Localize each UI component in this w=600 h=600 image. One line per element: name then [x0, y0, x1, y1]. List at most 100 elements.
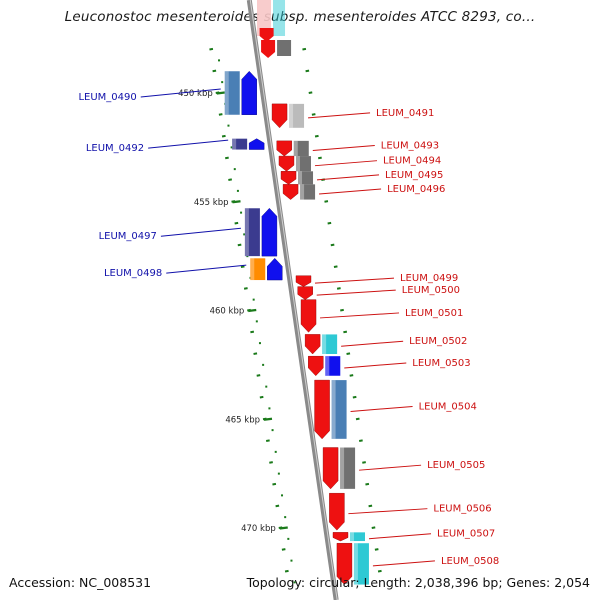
- gene-label[interactable]: LEUM_0507: [437, 529, 495, 540]
- cog-block: [244, 208, 260, 257]
- gene-leum_0492[interactable]: [232, 138, 265, 150]
- minor-tick-left: [212, 69, 217, 73]
- gene-label[interactable]: LEUM_0506: [433, 504, 491, 515]
- label-leader: [348, 508, 428, 515]
- minor-tick-left: [234, 221, 239, 225]
- gene-label[interactable]: LEUM_0508: [441, 556, 499, 567]
- gene-leum_0496[interactable]: [282, 184, 316, 200]
- gene-arrow[interactable]: [278, 155, 295, 172]
- gene-leum_0508[interactable]: [336, 543, 369, 585]
- gene-label[interactable]: LEUM_0501: [405, 308, 463, 319]
- gene-leum_0497[interactable]: [244, 207, 278, 257]
- gene-arrow[interactable]: [329, 493, 345, 531]
- cog-block: [232, 138, 248, 150]
- major-tick: [216, 91, 225, 95]
- label-leader: [308, 112, 371, 119]
- gene-arrow[interactable]: [282, 184, 299, 200]
- gene-arrow[interactable]: [314, 379, 330, 440]
- gene-label[interactable]: LEUM_0500: [402, 285, 460, 296]
- major-tick: [232, 200, 241, 204]
- minor-tick-left: [256, 374, 261, 377]
- minor-tick-left: [209, 47, 214, 51]
- gene-leum_0501[interactable]: [300, 299, 317, 333]
- gene-label[interactable]: LEUM_0496: [387, 184, 445, 195]
- minor-tick-right: [314, 134, 319, 138]
- minor-tick-right: [333, 265, 338, 268]
- gene-arrow[interactable]: [280, 171, 297, 185]
- genome-backbone: [246, 0, 339, 600]
- label-leader: [166, 264, 247, 274]
- gene-leum_0504[interactable]: [314, 379, 347, 440]
- gene-label[interactable]: LEUM_0494: [383, 156, 441, 167]
- gene-arrow[interactable]: [276, 140, 292, 157]
- gene-leum_0493[interactable]: [276, 140, 309, 157]
- gene-arrow[interactable]: [271, 103, 288, 129]
- gene-leum_0505[interactable]: [322, 447, 356, 490]
- gene-leum_0499[interactable]: [295, 275, 312, 287]
- minor-tick-right: [327, 221, 332, 225]
- gene-leum_0502[interactable]: [304, 334, 338, 355]
- gene-arrow[interactable]: [267, 258, 283, 281]
- major-tick: [263, 417, 273, 421]
- gene-label[interactable]: LEUM_0505: [427, 460, 485, 471]
- label-leader: [316, 289, 396, 296]
- gene-label[interactable]: LEUM_0495: [385, 170, 443, 181]
- cog-block: [322, 334, 338, 354]
- gene-arrow[interactable]: [241, 70, 257, 115]
- gene-label[interactable]: LEUM_0502: [409, 336, 467, 347]
- gene-label[interactable]: LEUM_0490: [78, 92, 136, 103]
- gene-leum_0498[interactable]: [250, 258, 283, 281]
- gene-label[interactable]: LEUM_0493: [381, 140, 439, 151]
- cog-block: [289, 103, 305, 128]
- label-leader: [319, 188, 382, 195]
- minor-tick-right: [324, 200, 329, 203]
- minor-tick-left: [218, 113, 223, 116]
- gene-arrow[interactable]: [322, 447, 339, 490]
- minor-tick-right: [362, 461, 366, 464]
- offscreen-gene-top: [257, 0, 292, 58]
- gene-leum_0507[interactable]: [332, 532, 366, 542]
- major-tick: [279, 526, 288, 530]
- gene-leum_0491[interactable]: [271, 103, 305, 129]
- genome-summary: Topology: circular; Length: 2,038,396 bp…: [246, 575, 590, 590]
- gene-label[interactable]: LEUM_0504: [419, 401, 477, 412]
- gene-arrow[interactable]: [300, 299, 317, 333]
- minor-tick-right: [371, 526, 376, 529]
- gene-leum_0490[interactable]: [224, 70, 257, 115]
- minor-tick-left: [269, 461, 273, 464]
- minor-tick-right: [365, 482, 370, 486]
- minor-tick-left: [275, 504, 280, 508]
- gene-label[interactable]: LEUM_0503: [412, 358, 470, 369]
- gene-arrow[interactable]: [248, 138, 265, 150]
- minor-tick-right: [368, 504, 373, 508]
- gene-label[interactable]: LEUM_0492: [86, 143, 144, 154]
- gene-label[interactable]: LEUM_0491: [376, 108, 434, 119]
- gene-label[interactable]: LEUM_0499: [400, 273, 458, 284]
- gene-arrow[interactable]: [297, 286, 313, 300]
- minor-tick-right: [346, 352, 351, 355]
- backbone-line: [246, 0, 339, 600]
- gene-label[interactable]: LEUM_0497: [99, 231, 157, 242]
- gene-leum_0495[interactable]: [280, 171, 314, 185]
- gene-arrow[interactable]: [336, 543, 353, 585]
- tick-label: 455 kbp: [194, 198, 229, 208]
- major-tick: [248, 308, 257, 313]
- gene-leum_0503[interactable]: [308, 355, 341, 377]
- minor-tick-right: [308, 91, 313, 94]
- gene-leum_0506[interactable]: [329, 493, 345, 531]
- minor-tick-left: [240, 265, 245, 268]
- cog-block: [250, 258, 266, 281]
- minor-tick-right: [305, 69, 310, 73]
- gene-leum_0494[interactable]: [278, 155, 311, 172]
- gene-arrow[interactable]: [332, 532, 349, 542]
- gene-arrow[interactable]: [304, 334, 321, 355]
- minor-tick-right: [358, 439, 363, 442]
- gene-arrow[interactable]: [295, 275, 312, 287]
- gene-arrow[interactable]: [308, 355, 324, 377]
- gene-label[interactable]: LEUM_0498: [104, 268, 162, 279]
- cog-block: [331, 380, 347, 439]
- gene-leum_0500[interactable]: [297, 286, 313, 300]
- tick-label: 450 kbp: [178, 89, 213, 99]
- gene-arrow[interactable]: [261, 207, 278, 257]
